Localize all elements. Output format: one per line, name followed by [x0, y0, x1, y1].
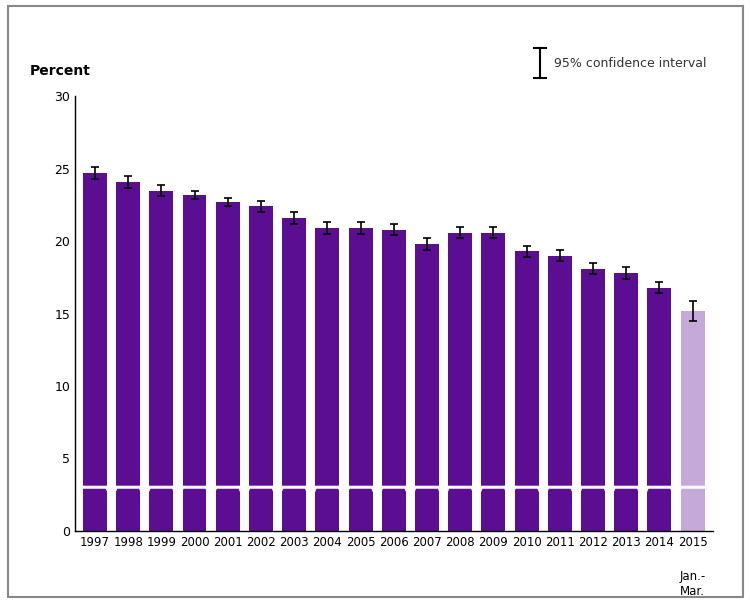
Bar	[415, 244, 439, 531]
Text: Jan.-
Mar.: Jan.- Mar.	[680, 569, 706, 598]
Bar	[614, 273, 638, 531]
Bar	[681, 311, 704, 531]
Bar	[316, 228, 339, 531]
Bar	[116, 182, 140, 531]
Bar	[514, 251, 538, 531]
Bar	[548, 256, 572, 531]
Bar	[216, 202, 240, 531]
Bar	[482, 233, 506, 531]
Text: 95% confidence interval: 95% confidence interval	[554, 57, 706, 70]
Bar	[382, 230, 406, 531]
Bar	[182, 195, 206, 531]
Bar	[581, 269, 605, 531]
Bar	[149, 191, 173, 531]
Bar	[349, 228, 373, 531]
Text: Percent: Percent	[30, 65, 91, 78]
Bar	[83, 173, 106, 531]
Bar	[448, 233, 472, 531]
Bar	[647, 288, 671, 531]
Bar	[249, 206, 273, 531]
Bar	[282, 218, 306, 531]
